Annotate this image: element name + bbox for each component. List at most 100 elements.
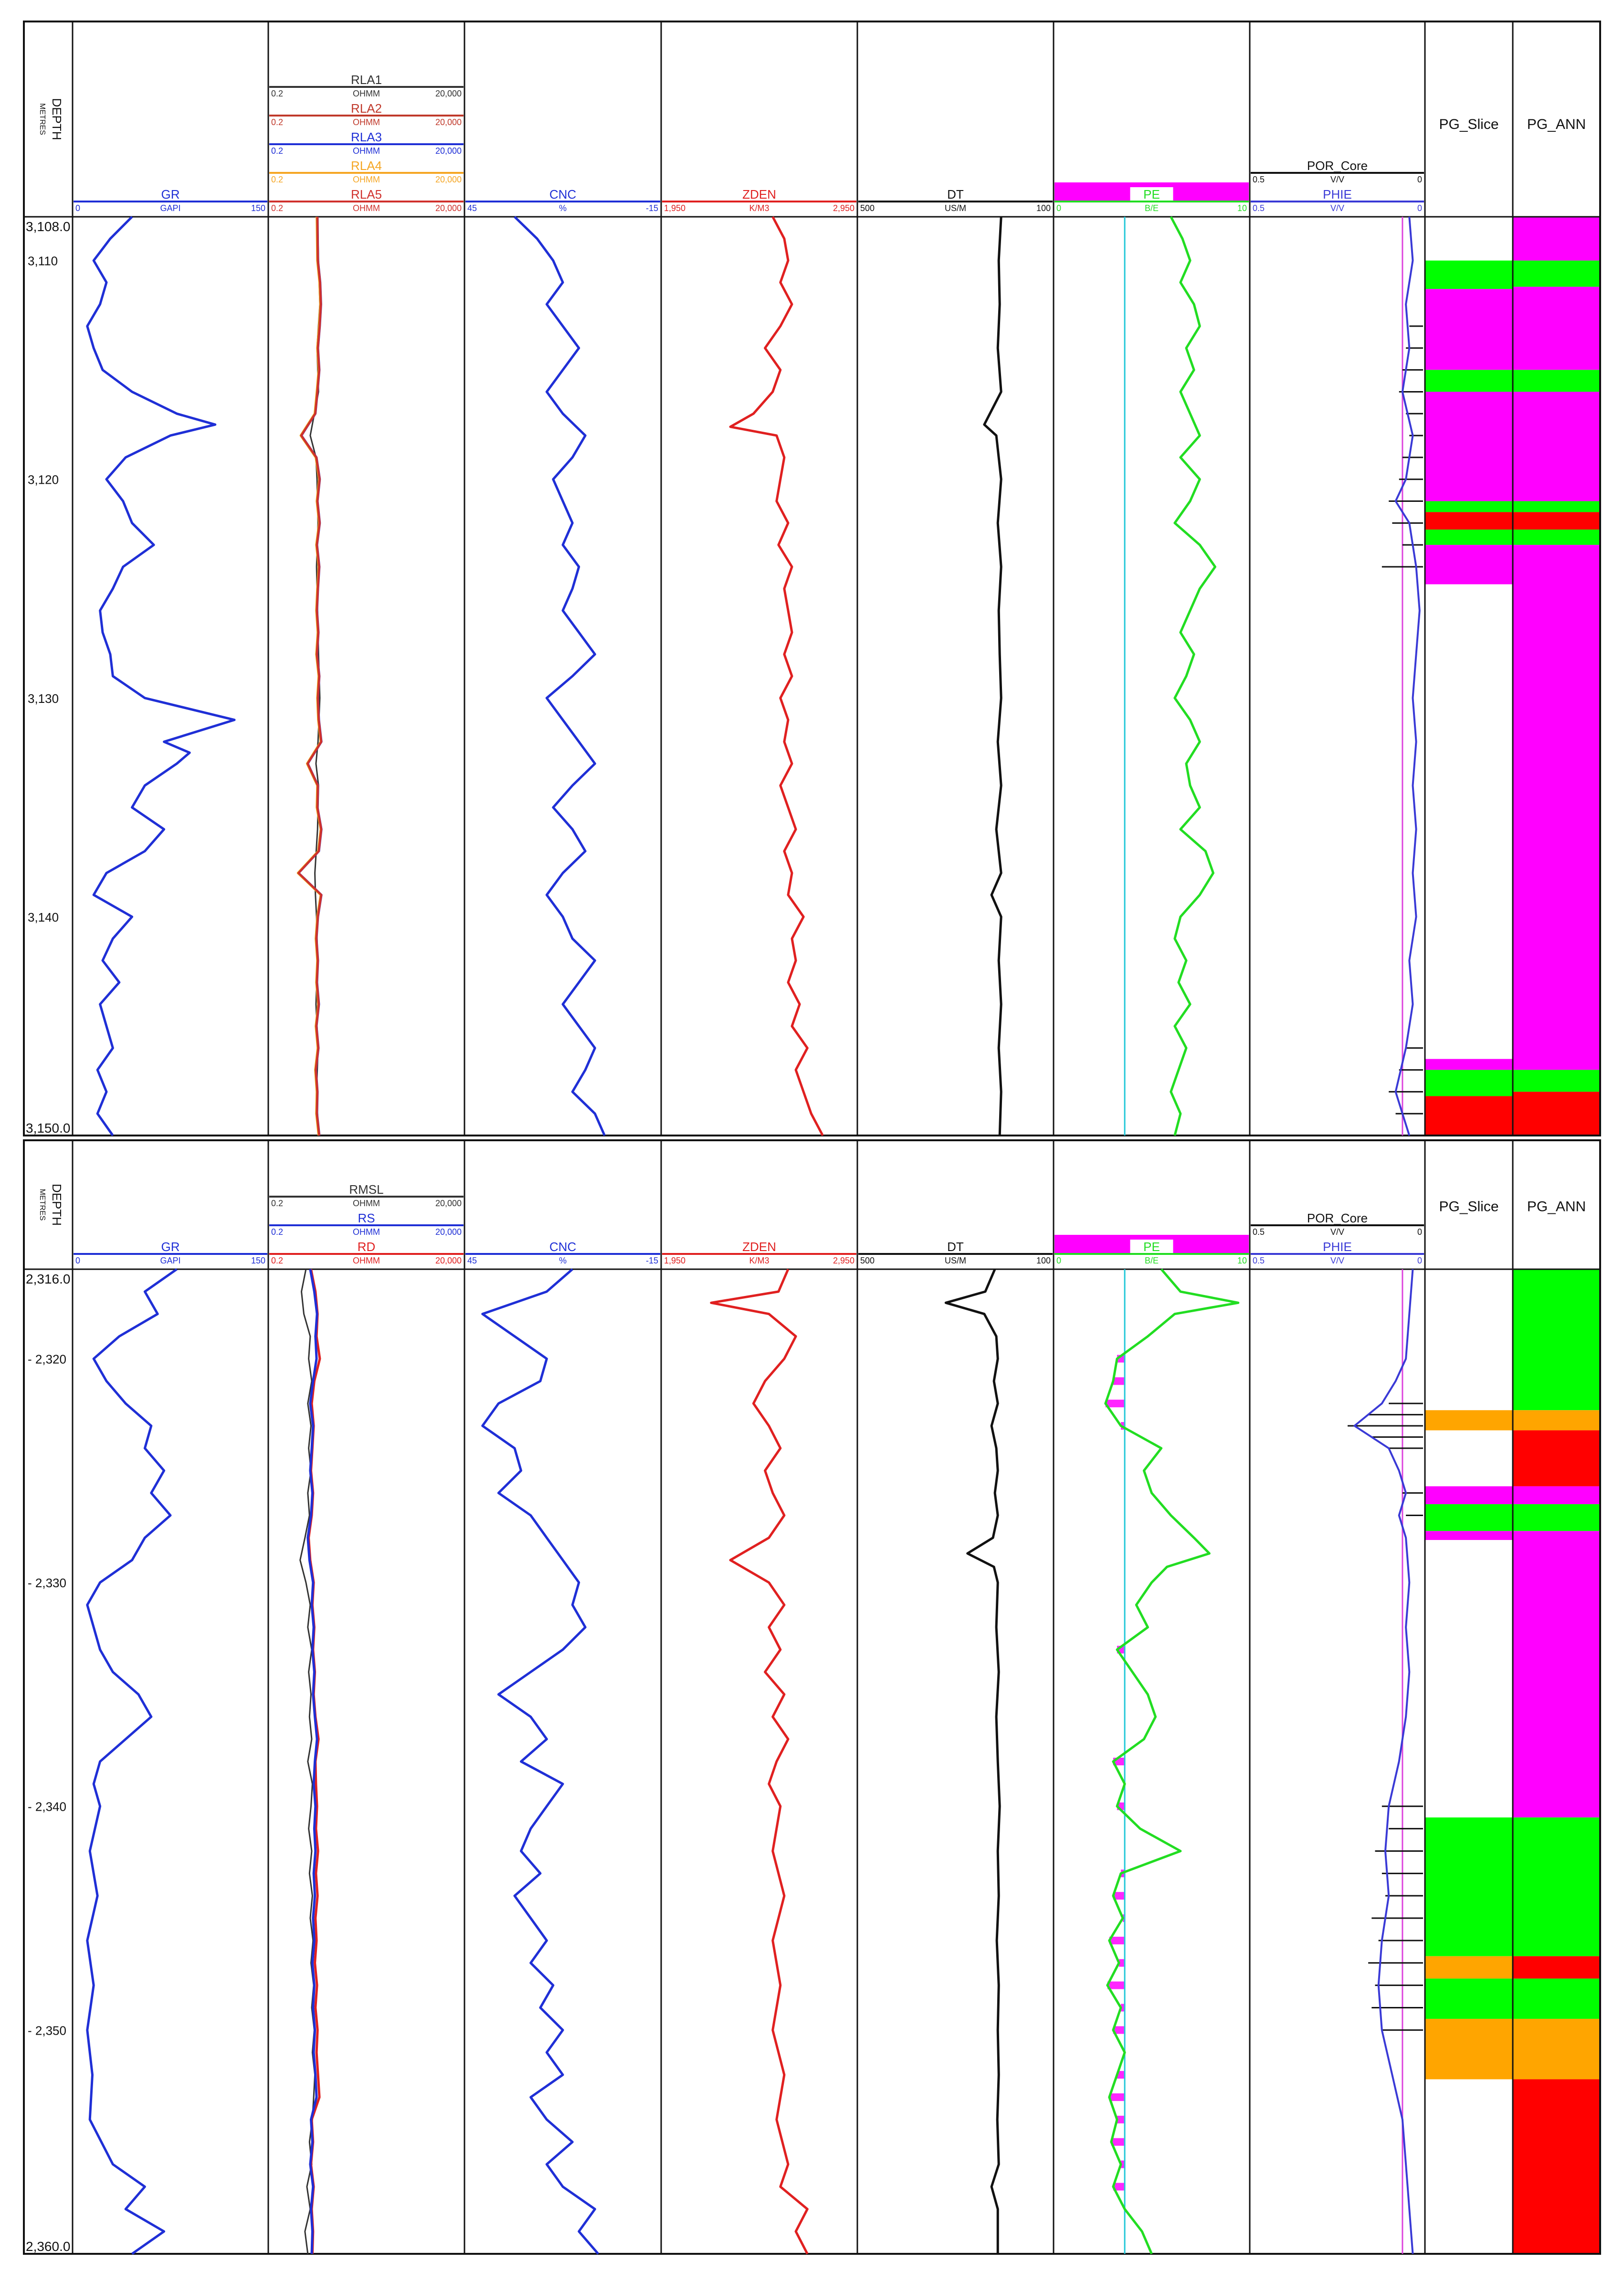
rs-curve bbox=[306, 1269, 318, 2254]
curve-name-rla1: RLA1 bbox=[351, 73, 382, 87]
scale-max-dt: 100 bbox=[1036, 1256, 1051, 1265]
curve-name-por_core: POR_Core bbox=[1307, 159, 1368, 173]
pe-fill-20 bbox=[1113, 2183, 1125, 2191]
pg-slice-bar-8 bbox=[1425, 545, 1512, 584]
pg-ann-bar-8 bbox=[1513, 545, 1600, 1070]
scale-min-phie: 0.5 bbox=[1253, 203, 1265, 213]
track-header-ann: PG_ANN bbox=[1527, 1199, 1586, 1215]
curve-unit-zden: K/M3 bbox=[749, 1256, 769, 1265]
scale-max-phie: 0 bbox=[1417, 1256, 1422, 1265]
pe-curve bbox=[1104, 1268, 1240, 2254]
curve-name-dt: DT bbox=[947, 1240, 964, 1254]
pg-ann-bar-3 bbox=[1513, 370, 1600, 392]
scale-min-cnc: 45 bbox=[467, 203, 477, 213]
pg-ann-bar-4 bbox=[1513, 392, 1600, 501]
curve-unit-phie: V/V bbox=[1330, 1256, 1344, 1265]
pg-ann-bar-6 bbox=[1513, 1817, 1600, 1956]
pe-fill-1 bbox=[1113, 1377, 1125, 1385]
cnc-curve bbox=[481, 1268, 599, 2255]
depth-bottom-label: 2,360.0 bbox=[26, 2239, 70, 2254]
pg-ann-bar-4 bbox=[1513, 1504, 1600, 1531]
pe-fill-16 bbox=[1109, 2093, 1125, 2101]
scale-max-rmsl: 20,000 bbox=[435, 1199, 462, 1208]
zden-curve bbox=[729, 216, 824, 1136]
track-header-por_core: POR_Core V/V 0.5 0 bbox=[1251, 1211, 1424, 1237]
pg-ann-bar-0 bbox=[1513, 1269, 1600, 1411]
curve-unit-pe: B/E bbox=[1145, 1256, 1159, 1265]
curve-name-cnc: CNC bbox=[549, 1240, 576, 1254]
scale-min-rla1: 0.2 bbox=[271, 89, 283, 98]
curve-unit-cnc: % bbox=[559, 203, 567, 213]
pe-fill-14 bbox=[1113, 2026, 1125, 2034]
track-header-pe: PEB/E0 10 bbox=[1055, 182, 1249, 213]
depth-header-label: DEPTH bbox=[50, 98, 64, 140]
scale-max-zden: 2,950 bbox=[833, 1256, 854, 1265]
curve-unit-por_core: V/V bbox=[1330, 175, 1344, 184]
track-header-zden: ZDEN K/M3 1,950 2,950 bbox=[662, 1240, 856, 1265]
pe-fill-17 bbox=[1117, 2115, 1125, 2123]
track-header-pe: PEB/E0 10 bbox=[1055, 1235, 1249, 1265]
pe-fill-8 bbox=[1113, 1892, 1125, 1900]
panel-border bbox=[23, 21, 1601, 1136]
scale-min-rmsl: 0.2 bbox=[271, 1199, 283, 1208]
pg-slice-bar-2 bbox=[1425, 289, 1512, 370]
pg-ann-bar-9 bbox=[1513, 1070, 1600, 1092]
scale-max-pe: 10 bbox=[1237, 1256, 1247, 1265]
pg-ann-bar-1 bbox=[1513, 1410, 1600, 1431]
pg-ann-bar-5 bbox=[1513, 501, 1600, 512]
pg-slice-bar-9 bbox=[1425, 1978, 1512, 2019]
pg-ann-bar-7 bbox=[1513, 530, 1600, 545]
phie-curve bbox=[1353, 1269, 1414, 2254]
scale-min-rd: 0.2 bbox=[271, 1256, 283, 1265]
pe-fill-11 bbox=[1118, 1959, 1125, 1967]
scale-min-rla5: 0.2 bbox=[271, 203, 283, 213]
pg-ann-bar-9 bbox=[1513, 2018, 1600, 2080]
scale-max-pe: 10 bbox=[1237, 203, 1247, 213]
scale-max-por_core: 0 bbox=[1417, 1227, 1422, 1237]
curve-unit-zden: K/M3 bbox=[749, 203, 769, 213]
depth-top-label: 3,108.0 bbox=[26, 219, 70, 234]
scale-min-rla2: 0.2 bbox=[271, 117, 283, 127]
track-header-rla4: RLA4 OHMM 0.2 20,000 bbox=[269, 159, 464, 184]
scale-min-dt: 500 bbox=[860, 203, 875, 213]
curve-unit-rla1: OHMM bbox=[353, 89, 380, 98]
scale-min-dt: 500 bbox=[860, 1256, 875, 1265]
gr-curve bbox=[86, 216, 236, 1136]
curve-name-phie: PHIE bbox=[1323, 1240, 1352, 1254]
depth-header-label: DEPTH bbox=[50, 1184, 64, 1226]
curve-unit-cnc: % bbox=[559, 1256, 567, 1265]
phie-curve bbox=[1394, 216, 1421, 1136]
track-header-rs: RS OHMM 0.2 20,000 bbox=[269, 1211, 464, 1237]
pe-fill-13 bbox=[1121, 2004, 1125, 2012]
pg-ann-bar-6 bbox=[1513, 512, 1600, 530]
pe-fill-12 bbox=[1107, 1981, 1125, 1989]
pg-ann-bar-2 bbox=[1513, 1430, 1600, 1486]
pg-slice-bar-1 bbox=[1425, 1410, 1512, 1431]
pg-slice-bar-3 bbox=[1425, 1486, 1512, 1505]
scale-max-dt: 100 bbox=[1036, 203, 1051, 213]
scale-min-cnc: 45 bbox=[467, 1256, 477, 1265]
scale-max-por_core: 0 bbox=[1417, 175, 1422, 184]
curve-name-gr: GR bbox=[161, 1240, 180, 1254]
depth-header-unit: METRES bbox=[38, 103, 46, 135]
depth-top-label: 2,316.0 bbox=[26, 1272, 70, 1286]
track-header-rmsl: RMSL OHMM 0.2 20,000 bbox=[269, 1182, 464, 1208]
panel-border bbox=[23, 1139, 1601, 2255]
pg-slice-bar-10 bbox=[1425, 1059, 1512, 1070]
scale-min-pe: 0 bbox=[1056, 1256, 1061, 1265]
curve-name-zden: ZDEN bbox=[742, 187, 776, 202]
curve-name-rs: RS bbox=[358, 1211, 375, 1225]
pg-slice-bar-3 bbox=[1425, 370, 1512, 392]
pg-slice-bar-5 bbox=[1425, 501, 1512, 512]
curve-name-dt: DT bbox=[947, 187, 964, 202]
pg-ann-bar-8 bbox=[1513, 1978, 1600, 2019]
scale-min-gr: 0 bbox=[75, 203, 80, 213]
track-header-rla3: RLA3 OHMM 0.2 20,000 bbox=[269, 130, 464, 156]
depth-tick-label-3: - 2,350 bbox=[28, 2023, 66, 2038]
curve-unit-rs: OHMM bbox=[353, 1227, 380, 1237]
rmsl-curve bbox=[299, 1269, 316, 2254]
pe-fill-18 bbox=[1111, 2138, 1125, 2146]
